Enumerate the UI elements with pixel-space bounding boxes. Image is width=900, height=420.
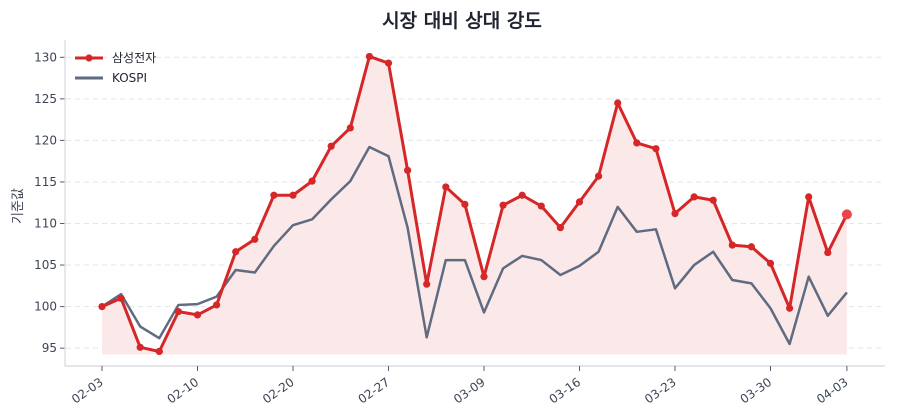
- series-lines: [98, 52, 852, 356]
- data-point: [728, 241, 736, 249]
- data-point: [232, 248, 240, 256]
- data-point: [346, 124, 354, 132]
- data-point: [136, 343, 144, 351]
- x-tick-label: 02-10: [165, 375, 202, 406]
- data-point: [786, 304, 794, 312]
- data-point: [595, 172, 603, 180]
- data-point: [117, 294, 125, 302]
- data-point: [174, 307, 182, 316]
- data-point: [423, 280, 431, 288]
- data-point: [556, 224, 565, 232]
- data-point: [289, 191, 297, 199]
- y-tick-label: 115: [34, 175, 57, 189]
- x-tick-label: 03-16: [547, 375, 584, 406]
- chart-title: 시장 대비 상대 강도: [382, 10, 542, 32]
- data-point: [652, 145, 660, 153]
- data-point: [671, 209, 679, 218]
- data-point: [537, 202, 545, 210]
- y-tick-label: 125: [34, 92, 57, 106]
- series-line: [101, 54, 849, 353]
- data-point: [709, 196, 717, 204]
- x-tick-label: 03-23: [642, 375, 679, 406]
- data-point: [841, 209, 852, 220]
- legend-label: KOSPI: [112, 71, 147, 85]
- y-tick-label: 100: [34, 300, 57, 314]
- area-fill: [102, 56, 847, 355]
- y-tick-label: 105: [34, 258, 57, 272]
- data-point: [805, 193, 813, 201]
- data-point: [747, 243, 756, 251]
- data-point: [155, 347, 163, 356]
- x-tick-label: 03-09: [451, 375, 488, 406]
- data-point: [384, 59, 393, 67]
- data-point: [575, 198, 584, 206]
- data-point: [327, 142, 335, 150]
- data-point: [213, 301, 221, 309]
- data-point: [193, 311, 202, 319]
- legend: 삼성전자 KOSPI: [75, 51, 156, 85]
- y-tick-label: 120: [34, 133, 57, 147]
- x-tick-label: 03-30: [738, 375, 775, 406]
- data-point: [461, 200, 469, 208]
- data-point: [633, 139, 641, 147]
- series-line: [101, 145, 848, 346]
- x-tick-label: 02-27: [356, 375, 393, 406]
- y-tick-label: 110: [34, 217, 57, 231]
- data-point: [690, 193, 698, 201]
- data-point: [824, 248, 832, 257]
- y-tick-label: 130: [34, 50, 57, 64]
- data-point: [308, 177, 316, 185]
- x-tick-label: 02-03: [69, 375, 106, 406]
- data-point: [270, 191, 278, 199]
- legend-label: 삼성전자: [112, 51, 156, 65]
- y-axis-label: 기준값: [11, 188, 26, 224]
- data-point: [499, 201, 507, 209]
- data-point: [365, 52, 373, 61]
- data-point: [98, 303, 106, 311]
- y-tick-label: 95: [42, 341, 57, 355]
- data-point: [251, 235, 259, 243]
- data-point: [442, 183, 450, 191]
- x-tick-label: 04-03: [814, 375, 851, 406]
- data-point: [614, 99, 622, 107]
- data-point: [480, 273, 488, 281]
- data-point: [766, 259, 775, 267]
- data-point: [518, 191, 526, 199]
- data-point: [404, 166, 412, 174]
- x-tick-label: 02-20: [260, 375, 297, 406]
